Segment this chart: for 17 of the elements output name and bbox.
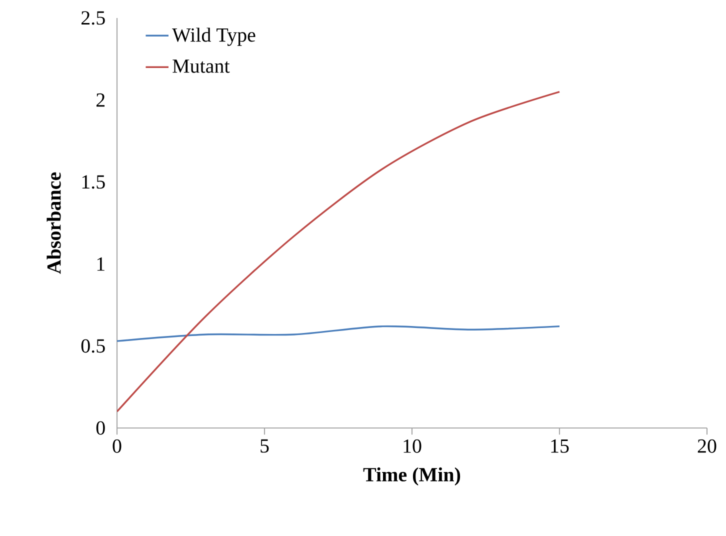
y-tick-label: 2.5 bbox=[82, 11, 105, 25]
line-series bbox=[117, 90, 560, 412]
x-tick-label: 15 bbox=[551, 439, 569, 453]
x-tick-label: 5 bbox=[260, 439, 269, 453]
y-tick-label: 1 bbox=[97, 257, 104, 271]
line-series bbox=[117, 325, 560, 342]
y-tick-label: 0.5 bbox=[81, 339, 105, 353]
y-axis-title: Absorbance bbox=[46, 172, 61, 274]
x-tick-label: 10 bbox=[404, 439, 422, 453]
legend-label: Mutant bbox=[172, 60, 230, 73]
y-tick-label: 1.5 bbox=[82, 175, 105, 189]
y-tick-label: 2 bbox=[96, 93, 105, 107]
x-axis-title: Time (Min) bbox=[363, 467, 460, 486]
x-tick-label: 20 bbox=[698, 439, 716, 453]
x-tick-label: 0 bbox=[112, 439, 122, 453]
y-tick-label: 0 bbox=[96, 421, 105, 435]
legend-label: Wild Type bbox=[172, 28, 256, 46]
